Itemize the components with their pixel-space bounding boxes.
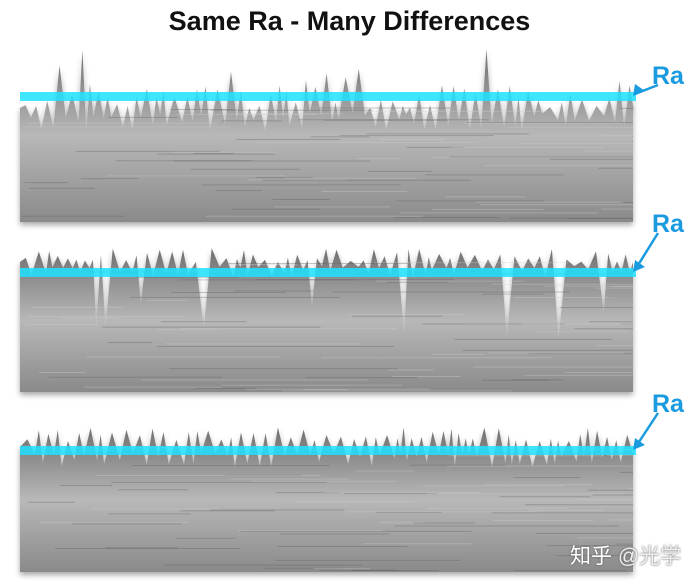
ra-label-2: Ra <box>652 210 684 238</box>
ra-label-1: Ra <box>652 62 684 90</box>
metal-surface-profile <box>20 427 634 572</box>
ra-arrowhead-icon <box>633 438 645 450</box>
panel-2 <box>20 232 660 392</box>
metal-surface-profile <box>20 48 635 223</box>
watermark: 知乎 @光学 <box>570 540 681 570</box>
watermark-handle: @光学 <box>617 545 682 568</box>
mean-line <box>20 446 636 455</box>
ra-arrowhead-icon <box>633 260 645 272</box>
panel-3 <box>20 412 660 572</box>
ra-label-3: Ra <box>652 390 684 418</box>
metal-surface-profile <box>20 248 633 392</box>
watermark-brand: 知乎 <box>570 545 612 568</box>
mean-line <box>20 92 636 101</box>
ra-arrowhead-icon <box>633 84 645 96</box>
diagram-title: Same Ra - Many Differences <box>168 6 531 36</box>
mean-line <box>20 268 636 277</box>
panel-1 <box>20 48 659 223</box>
